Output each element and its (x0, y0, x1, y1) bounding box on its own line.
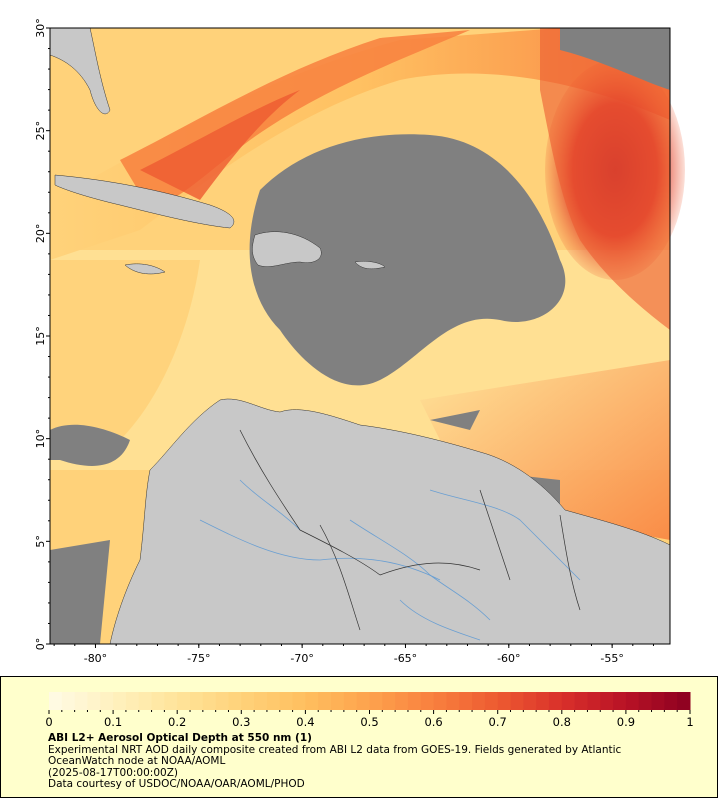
colorbar-tick-label: 0.9 (617, 715, 635, 729)
lon-tick-label: -80° (84, 652, 107, 665)
longitude-axis: -80° -75° -70° -65° -60° -55° (53, 644, 654, 665)
lat-tick-label: 10° (34, 429, 47, 449)
jamaica-land (124, 263, 166, 275)
colorbar-cell (613, 692, 627, 710)
legend-title: ABI L2+ Aerosol Optical Depth at 550 nm … (48, 732, 312, 744)
legend-credit: Data courtesy of USDOC/NOAA/OAR/AOML/PHO… (48, 778, 305, 790)
aod-map: 0° 5° 10° 15° 20° 25° 30° -80° -75° -70° -65° -60°… (34, 18, 685, 665)
cuba-land (54, 174, 235, 229)
lon-tick-label: -65° (394, 652, 417, 665)
colorbar-cell (497, 692, 512, 710)
colorbar-cell (472, 692, 486, 710)
country-borders (239, 429, 581, 631)
colorbar-cell (446, 692, 460, 710)
colorbar-cell (638, 692, 653, 710)
colorbar-tick-label: 0.1 (104, 715, 122, 729)
lon-tick-label: -70° (290, 652, 313, 665)
legend-panel: 0 0.1 0.2 0.3 0.4 0.5 0.6 0.7 0.8 0.9 1 (0, 676, 718, 798)
colorbar-cell (331, 692, 345, 710)
colorbar-tick-label: 0.3 (232, 715, 250, 729)
colorbar-cell (677, 692, 691, 710)
colorbar-cell (510, 692, 524, 710)
legend-text: ABI L2+ Aerosol Optical Depth at 550 nm … (48, 732, 708, 791)
colorbar-cell (113, 692, 127, 710)
colorbar-cell (382, 692, 396, 710)
lat-tick-label: 15° (34, 326, 47, 346)
puerto-rico-land (354, 260, 386, 270)
colorbar-cell (561, 692, 576, 710)
colorbar-tick-label: 0.7 (489, 715, 507, 729)
colorbar-cell (164, 692, 178, 710)
florida-land (49, 27, 111, 115)
rivers (199, 479, 581, 641)
colorbar-cell (305, 692, 319, 710)
colorbar-cell (87, 692, 101, 710)
colorbar-cell (574, 692, 588, 710)
lon-tick-label: -55° (600, 652, 623, 665)
lat-tick-label: 5° (34, 535, 47, 548)
colorbar-cell (202, 692, 217, 710)
colorbar-cell (523, 692, 537, 710)
colorbar-cell (651, 692, 665, 710)
lon-tick-label: -60° (497, 652, 520, 665)
colorbar-cell (407, 692, 422, 710)
lat-tick-label: 0° (34, 638, 47, 651)
colorbar: 0 0.1 0.2 0.3 0.4 0.5 0.6 0.7 0.8 0.9 1 (45, 692, 694, 729)
colorbar-tick-label: 1 (686, 715, 693, 729)
lat-tick-label: 20° (34, 224, 47, 244)
colorbar-cell (536, 692, 550, 710)
colorbar-cell (279, 692, 294, 710)
colorbar-cell (49, 692, 63, 710)
colorbar-cell (433, 692, 447, 710)
colorbar-cell (241, 692, 255, 710)
hispaniola-land (252, 231, 322, 267)
colorbar-tick-label: 0.4 (296, 715, 314, 729)
colorbar-cell (190, 692, 204, 710)
lat-tick-label: 30° (34, 18, 47, 38)
colorbar-cell (266, 692, 281, 710)
colorbar-tick-label: 0.5 (360, 715, 378, 729)
colorbar-tick-label: 0.2 (168, 715, 186, 729)
colorbar-cell (177, 692, 191, 710)
colorbar-cell (100, 692, 114, 710)
colorbar-tick-label: 0.6 (424, 715, 442, 729)
colorbar-cell (587, 692, 601, 710)
colorbar-cell (356, 692, 370, 710)
colorbar-cell (459, 692, 473, 710)
colorbar-cell (138, 692, 153, 710)
colorbar-cell (369, 692, 383, 710)
colorbar-cell (484, 692, 499, 710)
lon-tick-label: -75° (187, 652, 210, 665)
colorbar-cell (254, 692, 268, 710)
colorbar-cell (61, 692, 76, 710)
colorbar-cell (151, 692, 165, 710)
lat-tick-label: 25° (34, 121, 47, 141)
land-masses (49, 27, 671, 645)
colorbar-cell (318, 692, 332, 710)
south-america-land (109, 398, 671, 645)
colorbar-cell (74, 692, 88, 710)
legend-date: (2025-08-17T00:00:00Z) (48, 766, 178, 779)
colorbar-cell (664, 692, 678, 710)
colorbar-cells (49, 692, 691, 710)
colorbar-ticks: 0 0.1 0.2 0.3 0.4 0.5 0.6 0.7 0.8 0.9 1 (45, 710, 694, 729)
colorbar-cell (292, 692, 306, 710)
colorbar-cell (228, 692, 242, 710)
legend-description-line2: OceanWatch node at NOAA/AOML (48, 755, 226, 767)
colorbar-cell (343, 692, 358, 710)
colorbar-cell (625, 692, 640, 710)
colorbar-cell (548, 692, 563, 710)
colorbar-tick-label: 0 (45, 715, 52, 729)
colorbar-tick-label: 0.8 (553, 715, 571, 729)
colorbar-cell (600, 692, 614, 710)
aod-field (50, 28, 685, 644)
colorbar-cell (125, 692, 140, 710)
legend-description-line1: Experimental NRT AOD daily composite cre… (48, 743, 622, 756)
colorbar-cell (395, 692, 409, 710)
map-area: 0° 5° 10° 15° 20° 25° 30° -80° -75° -70° -65° -60°… (34, 18, 685, 665)
colorbar-cell (420, 692, 435, 710)
colorbar-cell (215, 692, 229, 710)
latitude-axis: 0° 5° 10° 15° 20° 25° 30° (34, 18, 50, 650)
